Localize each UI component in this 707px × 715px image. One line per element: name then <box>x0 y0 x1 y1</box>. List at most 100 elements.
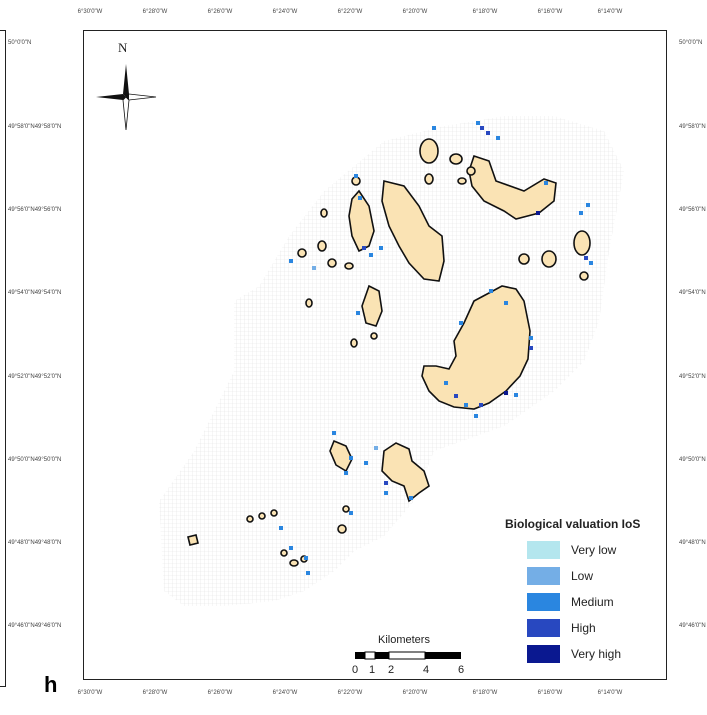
islet <box>573 230 591 256</box>
adjacent-panel-edge <box>0 30 6 687</box>
legend-swatch <box>527 645 560 663</box>
north-label: N <box>118 40 128 55</box>
coordinate-tick-label: 6°24'0"W <box>272 9 298 15</box>
survey-grid-area <box>159 116 624 606</box>
coordinate-tick-label: 49°52'0"N49°52'0"N <box>8 374 62 380</box>
coordinate-tick-label: 49°48'0"N <box>679 540 706 546</box>
coordinate-tick-label: 6°28'0"W <box>142 9 168 15</box>
islet <box>449 153 463 165</box>
coordinate-tick-label: 49°58'0"N49°58'0"N <box>8 124 62 130</box>
panel-label: h <box>44 672 58 697</box>
coordinate-tick-label: 6°20'0"W <box>402 9 428 15</box>
islet <box>297 248 307 258</box>
coordinate-tick-label: 49°48'0"N49°48'0"N <box>8 540 62 546</box>
compass-rose-icon <box>96 64 157 131</box>
coordinate-tick-label: 6°18'0"W <box>472 9 498 15</box>
coordinate-tick-label: 50°0'0"N <box>679 40 703 46</box>
coordinate-tick-label: 49°46'0"N <box>679 623 706 629</box>
islet <box>342 505 350 513</box>
legend-item: Very low <box>505 537 665 563</box>
map-frame <box>83 30 667 680</box>
scale-label: 4 <box>422 664 430 676</box>
coordinate-tick-label: 6°28'0"W <box>142 690 168 696</box>
legend-label: Medium <box>571 595 614 609</box>
coordinate-tick-label: 49°50'0"N <box>679 457 706 463</box>
coordinate-tick-label: 6°14'0"W <box>597 9 623 15</box>
islet <box>289 559 299 567</box>
islet <box>424 173 434 185</box>
island-north-1 <box>381 179 445 282</box>
scale-label: 1 <box>368 664 376 676</box>
legend-swatch <box>527 593 560 611</box>
scale-label: 2 <box>387 664 395 676</box>
coordinate-tick-label: 6°26'0"W <box>207 9 233 15</box>
coordinate-tick-label: 6°30'0"W <box>77 9 103 15</box>
coordinate-tick-label: 49°50'0"N49°50'0"N <box>8 457 62 463</box>
coordinate-tick-label: 6°14'0"W <box>597 690 623 696</box>
legend-swatch <box>527 619 560 637</box>
coordinate-tick-label: 6°16'0"W <box>537 9 563 15</box>
island-south <box>381 442 430 503</box>
islet <box>327 258 337 268</box>
island-main <box>421 285 531 410</box>
scale-label: 0 <box>351 664 359 676</box>
islet <box>457 177 467 185</box>
legend-item: Medium <box>505 589 665 615</box>
legend-item: Low <box>505 563 665 589</box>
islet <box>541 250 557 268</box>
legend-label: Low <box>571 569 594 583</box>
legend-label: Very low <box>571 543 617 557</box>
islet <box>344 262 354 270</box>
coordinate-tick-label: 50°0'0"N <box>8 40 32 46</box>
coordinate-tick-label: 49°58'0"N <box>679 124 706 130</box>
map-canvas <box>159 116 624 606</box>
legend-title: Biological valuation IoS <box>505 517 641 531</box>
scale-title: Kilometers <box>378 634 430 646</box>
islet <box>466 166 476 176</box>
coordinate-tick-label: 6°20'0"W <box>402 690 428 696</box>
island-north-2 <box>348 189 375 253</box>
islet <box>579 271 589 281</box>
coordinate-tick-label: 49°56'0"N49°56'0"N <box>8 207 62 213</box>
coordinate-tick-label: 6°16'0"W <box>537 690 563 696</box>
coordinate-tick-label: 6°18'0"W <box>472 690 498 696</box>
coordinate-tick-label: 6°30'0"W <box>77 690 103 696</box>
islet <box>246 515 254 523</box>
island-west <box>187 534 199 546</box>
coordinate-tick-label: 49°56'0"N <box>679 207 706 213</box>
island-central <box>361 284 383 327</box>
islet <box>280 549 288 557</box>
islet <box>317 240 327 252</box>
islet <box>258 512 266 520</box>
coordinate-tick-label: 6°26'0"W <box>207 690 233 696</box>
legend-item: Very high <box>505 641 665 667</box>
islet <box>305 298 313 308</box>
legend: Biological valuation IoS Very low Low Me… <box>505 517 665 667</box>
islands <box>187 138 591 567</box>
coordinate-tick-label: 49°52'0"N <box>679 374 706 380</box>
legend-swatch <box>527 541 560 559</box>
islet <box>320 208 328 218</box>
islet <box>419 138 439 164</box>
island-northeast <box>468 154 557 220</box>
coordinate-tick-label: 6°24'0"W <box>272 690 298 696</box>
islet <box>350 338 358 348</box>
islet <box>370 332 378 340</box>
legend-label: Very high <box>571 647 622 661</box>
islet <box>518 253 530 265</box>
valuation-cells <box>279 121 593 575</box>
coordinate-tick-label: 49°54'0"N <box>679 290 706 296</box>
scale-bar-graphic <box>355 651 461 660</box>
islet <box>351 176 361 186</box>
legend-swatch <box>527 567 560 585</box>
coordinate-tick-label: 49°54'0"N49°54'0"N <box>8 290 62 296</box>
coordinate-tick-label: 6°22'0"W <box>337 9 363 15</box>
scale-bar: Kilometers 0 1 2 4 6 <box>348 634 468 680</box>
islet <box>270 509 278 517</box>
coordinate-tick-label: 49°46'0"N49°46'0"N <box>8 623 62 629</box>
legend-item: High <box>505 615 665 641</box>
legend-label: High <box>571 621 596 635</box>
scale-label: 6 <box>457 664 465 676</box>
islet <box>337 524 347 534</box>
coordinate-tick-label: 6°22'0"W <box>337 690 363 696</box>
